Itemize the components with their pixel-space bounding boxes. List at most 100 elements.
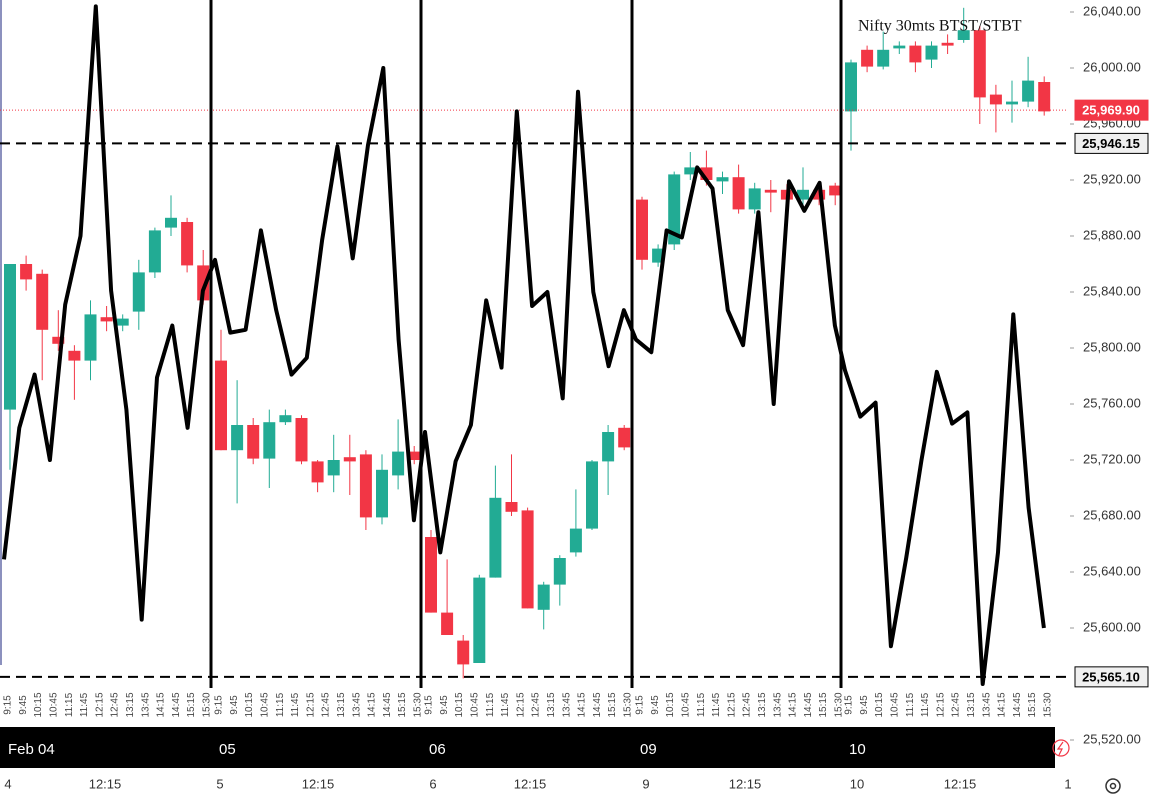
x-tick-label: 14:15 [367,692,378,717]
x-tick-label: 15:30 [1043,692,1054,717]
candle-body [311,461,324,483]
candle-body [537,584,550,610]
x-tick-label: 11:45 [500,692,511,717]
x-tick-label: 14:45 [382,692,393,717]
candle-body [181,222,194,266]
candle-body [327,460,340,476]
y-tick-label: 25,640.00 [1083,563,1141,578]
candle-body [877,49,890,67]
level-label: 25,565.10 [1082,669,1140,684]
candle-body [343,457,356,462]
y-tick-label: 25,720.00 [1083,451,1141,466]
settings-icon[interactable] [1105,778,1121,794]
x-tick-label: 10:15 [454,692,465,717]
candle-body [553,558,566,585]
chart-title: Nifty 30mts BTST/STBT [858,18,1022,35]
candle-body [473,577,486,663]
y-tick-label: 25,760.00 [1083,395,1141,410]
y-tick-label: 25,600.00 [1083,619,1141,634]
candle-body [845,62,857,112]
y-tick-label: 25,840.00 [1083,283,1141,298]
x-tick-label: 13:45 [351,692,362,717]
time-axis-label: 12:15 [514,776,547,791]
x-tick-label: 9:15 [3,695,14,715]
x-tick-label: 12:45 [110,692,121,717]
y-tick-label: 25,520.00 [1083,731,1141,746]
y-tick-label: 25,800.00 [1083,339,1141,354]
candle-body [392,451,405,476]
x-tick-label: 14:15 [788,692,799,717]
candle-body [716,177,729,182]
time-axis-label: 12:15 [729,776,762,791]
time-axis-label: 4 [4,776,11,791]
candle-body [263,422,276,459]
x-tick-label: 12:45 [742,692,753,717]
day-label: 05 [219,741,236,758]
x-tick-label: 13:15 [546,692,557,717]
candle-body [20,264,33,280]
candle-body [602,432,615,462]
candle-body [861,49,874,67]
candle-body [893,45,906,49]
x-tick-label: 9:15 [424,695,435,715]
candle-body [116,318,129,326]
level-label-box [1074,99,1149,121]
x-tick-label: 13:15 [125,692,136,717]
lightning-icon[interactable] [1052,739,1070,757]
candle-body [941,42,954,46]
candle-body [586,461,598,529]
x-tick-label: 10:45 [470,692,481,717]
x-tick-label: 15:15 [186,692,197,717]
candle-body [52,336,65,344]
time-axis-label: 1 [1064,776,1071,791]
candle-body [684,167,697,175]
x-tick-label: 15:15 [818,692,829,717]
x-tick-label: 10:45 [260,692,271,717]
x-tick-label: 12:45 [321,692,332,717]
x-tick-label: 15:30 [202,692,213,717]
candle-body [148,230,161,273]
candle-body [764,189,777,193]
time-axis-label: 9 [642,776,649,791]
x-tick-label: 9:45 [859,695,870,715]
candle-body [489,497,502,578]
y-tick-label: 25,920.00 [1083,171,1141,186]
candle-body [505,502,518,512]
x-tick-label: 11:15 [64,692,75,717]
x-tick-label: 10:45 [49,692,60,717]
level-label-box [1074,666,1149,688]
day-label: 09 [640,741,657,758]
x-tick-label: 12:45 [531,692,542,717]
x-tick-label: 12:15 [935,692,946,717]
x-tick-label: 11:45 [290,692,301,717]
time-axis-label: 6 [429,776,436,791]
x-tick-label: 9:45 [650,695,661,715]
y-tick-label: 25,880.00 [1083,227,1141,242]
x-tick-label: 14:45 [1012,692,1023,717]
level-label: 25,946.15 [1082,136,1140,151]
x-tick-label: 10:15 [665,692,676,717]
x-tick-label: 12:15 [515,692,526,717]
x-tick-label: 15:15 [397,692,408,717]
candle-body [376,469,388,518]
candle-body [295,418,308,462]
time-axis-label: 10 [850,776,864,791]
day-label: 10 [849,741,866,758]
candle-body [132,272,145,312]
candle-body [925,45,938,60]
candle-body [732,177,745,210]
x-tick-label: 15:30 [623,692,634,717]
x-tick-label: 11:15 [905,692,916,717]
x-tick-label: 13:15 [757,692,768,717]
candle-body [748,188,761,210]
candle-body [1038,82,1051,112]
level-label: 25,969.90 [1082,103,1140,118]
x-tick-label: 13:45 [981,692,992,717]
x-tick-label: 13:45 [140,692,151,717]
x-tick-label: 15:30 [834,692,845,717]
candle-body [797,189,809,200]
candle-body [829,185,842,196]
x-tick-label: 10:45 [890,692,901,717]
candle-body [909,45,922,63]
x-tick-label: 11:45 [79,692,90,717]
